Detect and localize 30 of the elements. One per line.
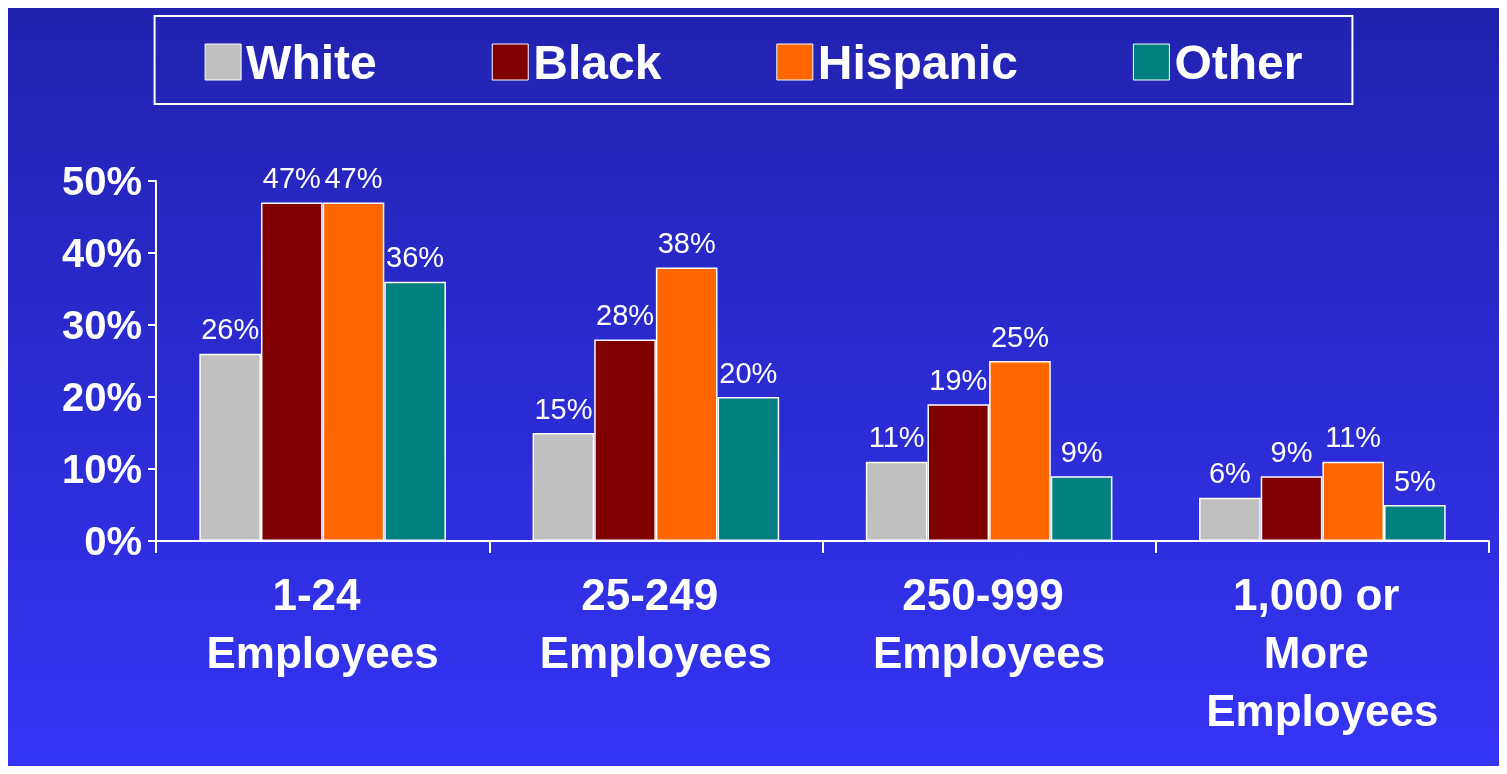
legend-label: Black <box>533 35 662 89</box>
data-label: 9% <box>1270 435 1313 468</box>
data-label: 15% <box>534 392 593 425</box>
data-label: 20% <box>719 356 778 389</box>
data-label: 6% <box>1208 457 1251 490</box>
data-label: 36% <box>386 241 445 274</box>
x-tick-label: 250-999 Employees <box>872 569 1106 677</box>
data-label: 25% <box>990 320 1049 353</box>
y-tick-label: 50% <box>61 159 142 203</box>
legend-label: White <box>246 35 377 89</box>
data-label: 11% <box>868 421 925 454</box>
x-tick-label: 25-249 Employees <box>539 569 773 677</box>
data-label: 28% <box>596 298 655 331</box>
y-tick-label: 0% <box>84 519 142 563</box>
data-label: 26% <box>201 313 260 346</box>
data-label: 38% <box>657 226 716 259</box>
x-tick-label: 1,000 or More Employees <box>1206 569 1439 735</box>
data-label: 11% <box>1325 421 1382 454</box>
data-label: 5% <box>1393 464 1436 497</box>
data-label: 9% <box>1060 435 1103 468</box>
x-tick-label: 1-24 Employees <box>206 569 439 677</box>
data-label: 47% <box>262 162 321 195</box>
data-label: 19% <box>929 363 988 396</box>
legend-label: Hispanic <box>817 35 1018 89</box>
y-tick-label: 30% <box>61 303 142 347</box>
data-label: 47% <box>324 162 383 195</box>
legend-label: Other <box>1174 35 1303 89</box>
y-tick-label: 10% <box>61 447 142 491</box>
y-tick-label: 20% <box>61 375 142 419</box>
y-tick-label: 40% <box>61 231 142 275</box>
